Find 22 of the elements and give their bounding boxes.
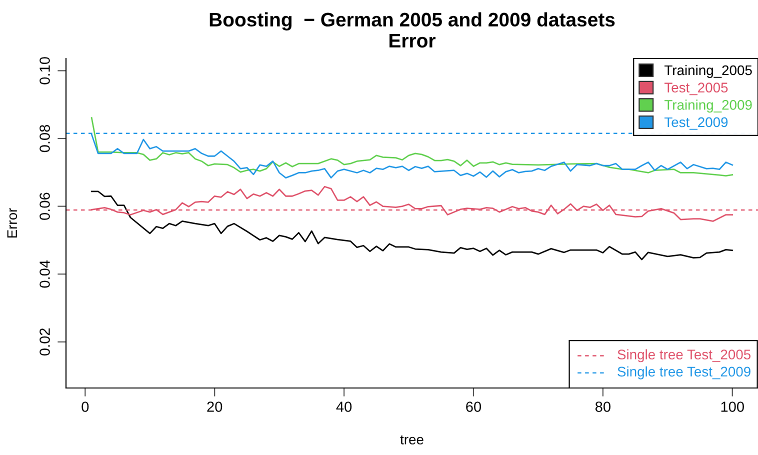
legend-label: Single tree Test_2009 bbox=[618, 366, 750, 380]
y-tick-label: 0.02 bbox=[40, 328, 50, 356]
y-tick-label: 0.10 bbox=[40, 57, 50, 84]
y-tick-label: 0.04 bbox=[40, 260, 50, 288]
legend-label: Test_2009 bbox=[664, 117, 728, 130]
y-axis-title: Error bbox=[7, 208, 18, 238]
line-series bbox=[90, 117, 734, 176]
x-tick-label: 80 bbox=[595, 402, 610, 412]
x-axis-title: tree bbox=[400, 435, 424, 444]
x-tick-label: 20 bbox=[207, 402, 222, 412]
legend-label: Single tree Test_2005 bbox=[618, 349, 751, 362]
y-tick-label: 0.08 bbox=[40, 124, 50, 152]
y-tick-label: 0.06 bbox=[40, 192, 50, 220]
chart-title: Boosting − German 2005 and 2009 datasets Error bbox=[210, 12, 615, 48]
line-series bbox=[90, 190, 734, 260]
legend-label: Training_2005 bbox=[664, 64, 752, 78]
legend-label: Training_2009 bbox=[664, 100, 752, 113]
x-tick-label: 0 bbox=[82, 402, 89, 412]
x-tick-label: 100 bbox=[721, 402, 744, 412]
legend-label: Test_2005 bbox=[664, 82, 728, 96]
x-tick-label: 40 bbox=[336, 402, 352, 412]
x-tick-label: 60 bbox=[466, 402, 482, 412]
